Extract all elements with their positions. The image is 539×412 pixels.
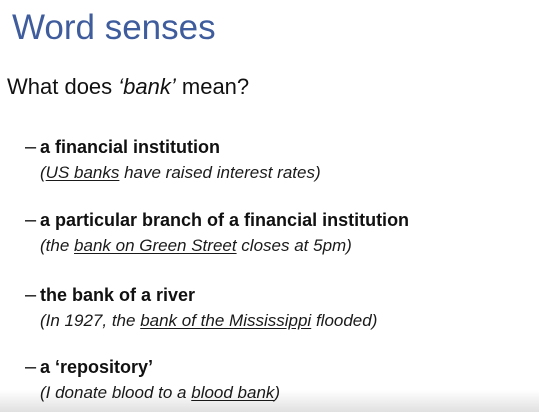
bullet-dash: –: [25, 209, 37, 231]
sense-definition: the bank of a river: [40, 285, 196, 305]
sense-heading: – a particular branch of a financial ins…: [25, 209, 535, 231]
sense-heading: – the bank of a river: [25, 284, 535, 306]
sense-example: (In 1927, the bank of the Mississippi fl…: [40, 310, 535, 331]
example-after: closes at 5pm): [236, 236, 352, 255]
question-suffix: mean?: [175, 74, 250, 99]
example-underlined: blood bank: [191, 383, 275, 402]
example-before: (In 1927, the: [40, 311, 141, 330]
bullet-dash: –: [25, 356, 37, 378]
sense-item: – the bank of a river (In 1927, the bank…: [25, 284, 535, 331]
example-after: have raised interest rates): [119, 163, 321, 182]
sense-item: – a financial institution (US banks have…: [25, 136, 535, 183]
sense-example: (the bank on Green Street closes at 5pm): [40, 235, 535, 256]
example-before: (I donate blood to a: [40, 383, 192, 402]
sense-definition: a ‘repository’: [40, 357, 154, 377]
question-line: What does ‘bank’ mean?: [7, 73, 249, 101]
sense-item: – a particular branch of a financial ins…: [25, 209, 535, 256]
example-after: ): [274, 383, 281, 402]
sense-definition: a particular branch of a financial insti…: [40, 210, 410, 230]
sense-definition: a financial institution: [40, 137, 221, 157]
slide-title: Word senses: [12, 8, 216, 47]
sense-item: – a ‘repository’ (I donate blood to a bl…: [25, 356, 535, 403]
example-before: (the: [40, 236, 75, 255]
bullet-dash: –: [25, 284, 37, 306]
sense-heading: – a financial institution: [25, 136, 535, 158]
sense-heading: – a ‘repository’: [25, 356, 535, 378]
bullet-dash: –: [25, 136, 37, 158]
example-underlined: bank on Green Street: [74, 236, 237, 255]
example-before: (: [40, 163, 46, 182]
sense-example: (I donate blood to a blood bank): [40, 382, 535, 403]
question-prefix: What does: [7, 74, 119, 99]
example-underlined: bank of the Mississippi: [140, 311, 312, 330]
example-after: flooded): [311, 311, 378, 330]
question-word: ‘bank’: [118, 74, 176, 99]
sense-example: (US banks have raised interest rates): [40, 162, 535, 183]
example-underlined: US banks: [45, 163, 120, 182]
